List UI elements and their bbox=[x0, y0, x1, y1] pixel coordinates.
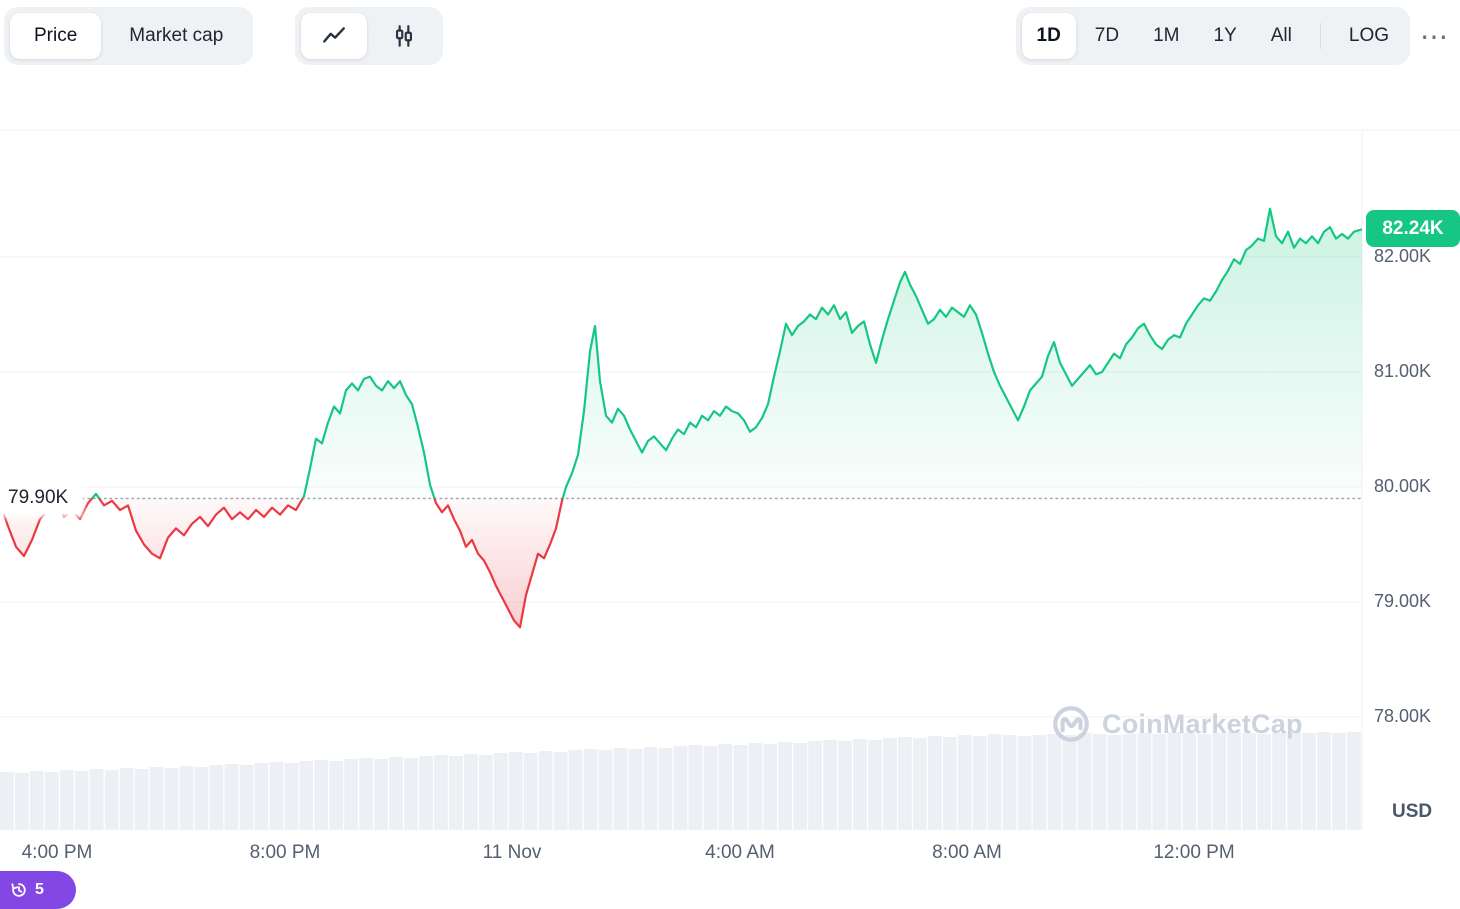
x-axis-label: 11 Nov bbox=[482, 842, 542, 863]
currency-label: USD bbox=[1392, 801, 1433, 822]
x-axis-label: 4:00 PM bbox=[21, 842, 93, 863]
recently-viewed-badge[interactable]: 5 bbox=[0, 871, 76, 909]
open-price-label: 79.90K bbox=[0, 481, 81, 514]
range-all-button[interactable]: All bbox=[1256, 13, 1307, 59]
toolbar-divider bbox=[1319, 23, 1321, 49]
log-scale-button[interactable]: LOG bbox=[1334, 13, 1404, 59]
x-axis-label: 4:00 AM bbox=[705, 842, 775, 863]
y-axis-label: 80.00K bbox=[1374, 476, 1432, 496]
chart-type-toggle-group bbox=[295, 7, 443, 65]
y-axis-label: 79.00K bbox=[1374, 591, 1432, 611]
price-tab[interactable]: Price bbox=[10, 13, 102, 59]
market-cap-tab[interactable]: Market cap bbox=[105, 13, 247, 59]
coinmarketcap-logo-icon bbox=[1053, 706, 1089, 742]
x-axis-label: 8:00 PM bbox=[249, 842, 321, 863]
recently-viewed-count: 5 bbox=[35, 881, 44, 898]
candlestick-button[interactable] bbox=[371, 13, 437, 59]
current-price-badge: 82.24K bbox=[1366, 210, 1460, 248]
watermark: CoinMarketCap bbox=[1050, 703, 1303, 745]
x-axis-label: 8:00 AM bbox=[932, 842, 1002, 863]
line-chart-icon bbox=[323, 27, 345, 43]
metric-toggle-group: Price Market cap bbox=[4, 7, 254, 65]
range-1d-button[interactable]: 1D bbox=[1021, 13, 1076, 59]
range-1m-button[interactable]: 1M bbox=[1138, 13, 1194, 59]
candlestick-icon bbox=[395, 25, 413, 47]
x-axis-label: 12:00 PM bbox=[1153, 842, 1235, 863]
time-range-group: 1D 7D 1M 1Y All LOG bbox=[1015, 7, 1410, 65]
y-axis-label: 82.00K bbox=[1374, 246, 1432, 266]
y-axis-label: 81.00K bbox=[1374, 361, 1432, 381]
range-1y-button[interactable]: 1Y bbox=[1199, 13, 1252, 59]
line-chart-button[interactable] bbox=[301, 13, 367, 59]
watermark-text: CoinMarketCap bbox=[1102, 708, 1303, 739]
range-7d-button[interactable]: 7D bbox=[1080, 13, 1134, 59]
more-options-button[interactable]: ⋯ bbox=[1412, 14, 1456, 58]
y-axis-label: 78.00K bbox=[1374, 706, 1432, 726]
history-icon bbox=[11, 883, 26, 897]
